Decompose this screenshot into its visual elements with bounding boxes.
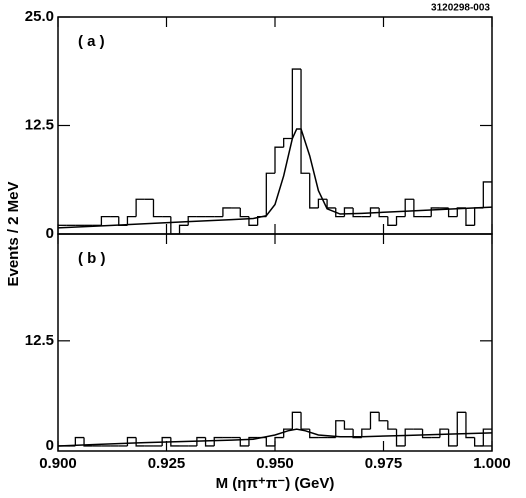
x-tick-label: 0.975 (365, 455, 403, 472)
y-tick-label: 12.5 (25, 332, 54, 349)
histogram-bin (291, 411, 302, 430)
histogram-bin (161, 436, 171, 446)
histogram-bin (473, 437, 484, 447)
histogram-bin (473, 207, 484, 226)
histogram-bin (395, 429, 406, 447)
histogram-bin (439, 428, 449, 438)
histogram-bin (456, 411, 466, 446)
histogram-bin (300, 412, 310, 430)
y-tick-label: 0 (46, 437, 54, 454)
histogram-bin (421, 429, 432, 439)
histogram-bin (178, 224, 189, 234)
histogram-bin (83, 437, 93, 447)
histogram-bin (213, 436, 223, 446)
x-tick-label: 0.900 (39, 455, 77, 472)
histogram-bin (283, 428, 293, 438)
histogram-bin (265, 172, 275, 217)
histogram-bin (239, 207, 249, 218)
histogram-bin (378, 412, 388, 422)
histogram-bin (274, 436, 284, 446)
histogram-bin (430, 207, 440, 217)
histogram-bin (135, 198, 145, 217)
histogram-bin (317, 198, 328, 208)
panel-label: ( b ) (78, 250, 106, 267)
histogram-bin (482, 428, 492, 446)
histogram-bin (465, 207, 475, 226)
histogram-bin (369, 207, 380, 217)
y-tick-label: 0 (46, 225, 54, 242)
histogram-bin (326, 199, 336, 209)
histogram-bin (126, 215, 137, 226)
histogram-bin (170, 437, 180, 447)
histogram-bin (152, 199, 163, 218)
histogram-bin (204, 437, 215, 447)
histogram-bin (343, 420, 354, 430)
y-axis-label: Events / 2 MeV (5, 181, 22, 286)
y-tick-label: 12.5 (25, 116, 54, 133)
histogram-bin (335, 207, 345, 218)
histogram-bin (196, 436, 206, 446)
histogram-bin (343, 207, 354, 217)
x-tick-label: 0.950 (256, 455, 294, 472)
histogram-bin (413, 199, 423, 218)
histogram-bin (222, 207, 232, 217)
histogram-bin (395, 215, 406, 226)
histogram-bin (170, 216, 180, 235)
histogram-bin (291, 68, 302, 139)
histogram-bin (378, 207, 388, 218)
histogram-bin (309, 173, 319, 209)
histogram-bin (100, 215, 111, 226)
panel-frame (57, 16, 493, 235)
panel-frame (57, 233, 493, 452)
histogram-bin (447, 429, 458, 447)
x-tick-label: 1.000 (473, 455, 511, 472)
histogram-bin (335, 420, 345, 438)
histogram-bin (361, 428, 371, 438)
figure-id: 3120298-003 (431, 3, 490, 14)
x-axis-label: M (ηπ⁺π⁻) (GeV) (216, 475, 335, 492)
histogram-bin (187, 215, 197, 226)
histogram-bin (248, 216, 258, 226)
histogram-bin (404, 428, 414, 446)
histogram-bin (352, 207, 362, 218)
histogram-bin (482, 181, 492, 208)
histogram-bin (74, 436, 85, 446)
histogram-bin (126, 436, 137, 446)
histogram-bin (274, 146, 284, 174)
fit-curve (57, 428, 493, 447)
fit-curve (57, 128, 493, 229)
histogram-bin (387, 420, 397, 430)
histogram-bin (300, 69, 310, 174)
x-tick-label: 0.925 (148, 455, 186, 472)
histogram-bin (248, 436, 258, 446)
histogram-bin (447, 207, 458, 218)
histogram-bin (404, 198, 414, 217)
panel-label: ( a ) (78, 33, 105, 50)
histogram-bin (135, 437, 145, 447)
y-tick-label: 25.0 (25, 8, 54, 25)
histogram-bin (369, 411, 380, 430)
histogram-bin (352, 429, 362, 439)
histogram-bin (465, 412, 475, 439)
histogram-bin (283, 137, 293, 148)
histogram-bin (387, 216, 397, 226)
histogram-bin (265, 437, 275, 447)
